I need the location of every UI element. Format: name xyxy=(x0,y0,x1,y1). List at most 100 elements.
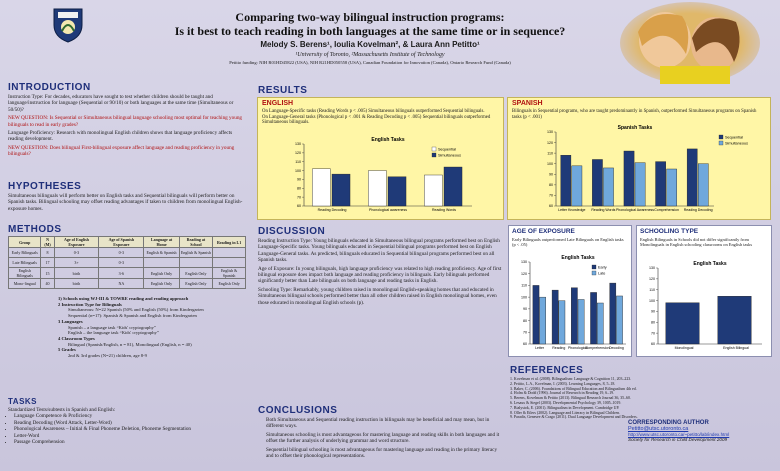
bar xyxy=(577,299,585,345)
methods-cell xyxy=(178,257,214,268)
methods-note: 1) Schools using WJ-III & TOWRE reading … xyxy=(58,296,189,301)
bar xyxy=(443,166,463,207)
reference-item: 8. Oller & Eilers (2002). Language and L… xyxy=(510,410,621,415)
schooling-bar-chart: English Tasks 60 70 80 90 100 110 120 130 Monolin… xyxy=(649,261,762,350)
methods-cell: 0-3 xyxy=(98,247,145,258)
references-list: 1. Kovelman et al. (2008). Bilingualism:… xyxy=(510,377,772,420)
methods-cell: Late Bilinguals xyxy=(7,257,42,268)
y-tick-label: 130 xyxy=(547,130,553,134)
spanish-line-1: Bilinguals in Sequential programs, who a… xyxy=(512,109,757,120)
methods-cell: English & Spanish xyxy=(178,247,214,258)
x-tick-label: Reading Words xyxy=(432,208,456,212)
legend-label: Simultaneous xyxy=(438,154,461,158)
methods-cell: English & Spanish xyxy=(143,247,180,258)
bar xyxy=(560,155,572,207)
methods-note: Spanish – a language task “Kids' cryptog… xyxy=(68,324,156,330)
methods-cell: 0-3 xyxy=(98,257,145,268)
results-heading: RESULTS xyxy=(258,85,308,96)
bar xyxy=(686,148,698,207)
methods-cell: Early Bilinguals xyxy=(7,247,42,258)
bar xyxy=(558,300,566,345)
y-tick-label: 120 xyxy=(521,272,527,276)
children-photo xyxy=(620,2,760,84)
methods-cell: English Only xyxy=(178,278,214,289)
conclusions-paragraph-1: Both Simultaneous and Sequential reading… xyxy=(266,417,490,430)
schooling-type-panel: SCHOOLING TYPE English Bilinguals in Sch… xyxy=(636,225,772,357)
methods-cell xyxy=(212,257,246,268)
legend-label: Sequential xyxy=(725,136,743,140)
x-tick-label: English Bilingual xyxy=(723,346,749,350)
methods-cell: birth xyxy=(53,278,100,289)
bar xyxy=(596,302,604,345)
methods-note: English – the language task “Kids' crypt… xyxy=(68,330,159,336)
methods-note: Simultaneous: N=22 Spanish (50% and Engl… xyxy=(68,307,204,313)
y-tick-label: 70 xyxy=(549,194,553,198)
schooling-line-1: English Bilinguals in Schools did not di… xyxy=(640,237,753,248)
english-panel-title: ENGLISH xyxy=(262,100,294,107)
y-tick-label: 130 xyxy=(295,142,301,146)
y-tick-label: 70 xyxy=(651,331,655,335)
authors: Melody S. Berens¹, Ioulia Kovelman², & L… xyxy=(260,40,480,49)
y-tick-label: 80 xyxy=(651,320,655,324)
methods-row: English Bilinguals 15 birth 3-6 English Only… xyxy=(7,267,246,279)
methods-note: 2 Instruction Type for Bilinguals xyxy=(58,301,122,307)
bar xyxy=(655,161,666,207)
intro-question-2: NEW QUESTION: Does bilingual First-bilin… xyxy=(8,144,235,158)
legend-label: Sequential xyxy=(438,148,456,152)
legend-swatch xyxy=(718,140,724,146)
english-line-2: On Language-General tasks (Phonological … xyxy=(262,114,491,126)
discussion-heading: DISCUSSION xyxy=(258,226,326,237)
methods-cell: 8 xyxy=(40,247,55,258)
methods-notes: 1) Schools using WJ-III & TOWRE reading … xyxy=(58,296,248,359)
reference-item: 4. Holm & Dodd (1996). Journal of Resear… xyxy=(510,391,615,396)
poster-title-line1: Comparing two-way bilingual instruction … xyxy=(235,10,505,24)
bar xyxy=(571,287,578,345)
tasks-intro: Standardized Tests/subtests in Spanish a… xyxy=(8,407,116,413)
bar xyxy=(590,292,597,345)
discussion-section: Reading Instruction Type: Young bilingua… xyxy=(258,238,502,308)
age-of-exposure-panel: AGE OF EXPOSURE Early Bilinguals outperf… xyxy=(508,225,632,357)
y-tick-label: 80 xyxy=(549,183,553,187)
task-item: Reading Decoding (Word Attack, Letter-Wo… xyxy=(14,420,246,426)
y-tick-label: 60 xyxy=(651,342,655,346)
discussion-paragraph-2: Age of Exposure: In young bilinguals, hi… xyxy=(258,265,502,285)
col-header: N (M) xyxy=(40,236,55,248)
bar xyxy=(697,163,709,207)
chart-title: English Tasks xyxy=(693,261,726,267)
y-tick-label: 80 xyxy=(297,186,301,190)
bar xyxy=(532,285,540,345)
reference-item: 7. Bialystok, E. (2001). Bilingualism in… xyxy=(510,405,620,410)
x-tick-label: Monolingual xyxy=(675,346,694,350)
y-tick-label: 90 xyxy=(549,172,553,176)
y-tick-label: 60 xyxy=(549,204,553,208)
bar xyxy=(603,167,614,207)
methods-note: 3 Languages xyxy=(58,318,83,324)
bar xyxy=(387,176,407,207)
methods-cell: English & Spanish xyxy=(212,267,246,279)
discussion-paragraph-3: Schooling Type: Remarkably, young childr… xyxy=(258,286,497,306)
bar xyxy=(368,170,387,207)
methods-heading: METHODS xyxy=(8,224,62,235)
affiliations: ¹University of Toronto, ²Massachusetts I… xyxy=(295,52,445,58)
y-tick-label: 110 xyxy=(649,288,655,292)
lab-website-link[interactable]: http://www.utsc.utoronto.ca/~petitto/lab… xyxy=(628,432,730,437)
discussion-paragraph-1: Reading Instruction Type: Young bilingua… xyxy=(258,238,500,264)
methods-cell: 15 xyxy=(40,267,55,279)
legend-label: Late xyxy=(598,272,605,276)
methods-cell: 3+ xyxy=(53,257,100,268)
x-tick-label: Phonological xyxy=(568,346,588,350)
bar xyxy=(616,295,623,345)
methods-cell: 40 xyxy=(40,278,55,289)
author-email-link[interactable]: Petitto@utsc.utoronto.ca xyxy=(628,426,689,432)
x-tick-label: Reading Decoding xyxy=(318,208,347,212)
methods-cell xyxy=(143,257,180,268)
task-item: Phonological Awareness – Initial & Final… xyxy=(14,426,246,432)
y-tick-label: 120 xyxy=(649,277,655,281)
intro-heading: INTRODUCTION xyxy=(8,82,91,93)
col-header: Reading at School xyxy=(178,236,214,248)
y-tick-label: 90 xyxy=(523,307,527,311)
methods-cell: English Only xyxy=(212,278,246,289)
schooling-panel-title: SCHOOLING TYPE xyxy=(640,228,699,235)
methods-note: Bilingual (Spanish/English, n = 81), Mon… xyxy=(68,341,192,347)
